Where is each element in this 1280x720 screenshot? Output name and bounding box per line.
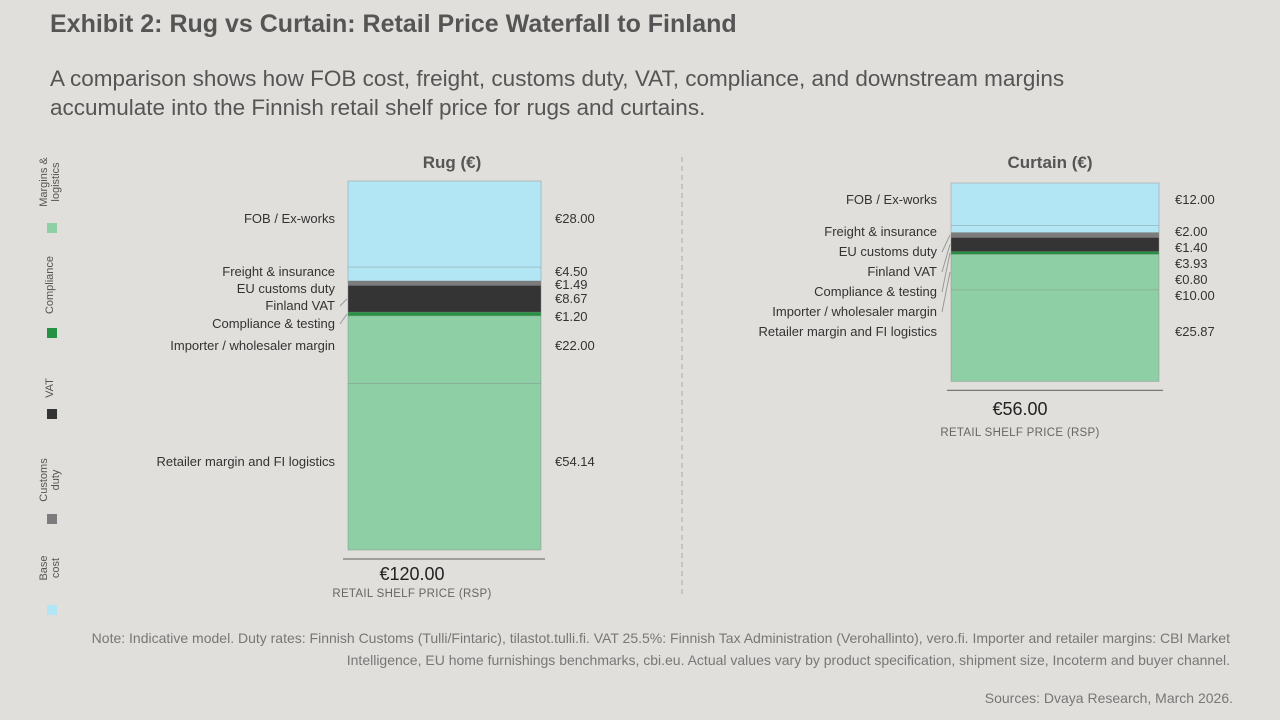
curtain-leader-finland-vat (941, 244, 951, 273)
source-note: Sources: Dvaya Research, March 2026. (984, 690, 1233, 706)
curtain-bar-retailer-margin-and-fi-logistics (951, 289, 1159, 382)
rug-label-importer-wholesaler-margin: Importer / wholesaler margin (170, 338, 335, 353)
rug-value-fob-ex-works: €28.00 (555, 211, 595, 226)
curtain-value-eu-customs-duty: €1.40 (1175, 240, 1208, 255)
chart-subtitle: A comparison shows how FOB cost, freight… (50, 66, 1065, 120)
curtain-leader-compliance-testing (941, 252, 951, 293)
rug-label-eu-customs-duty: EU customs duty (237, 281, 336, 296)
curtain-total-caption: RETAIL SHELF PRICE (RSP) (940, 427, 1099, 439)
curtain-bar-fob-ex-works (951, 183, 1159, 226)
legend-swatch-base-cost (47, 605, 57, 615)
rug-value-importer-wholesaler-margin: €22.00 (555, 338, 595, 353)
rug-value-retailer-margin-and-fi-logistics: €54.14 (555, 454, 595, 469)
curtain-value-importer-wholesaler-margin: €10.00 (1175, 288, 1215, 303)
legend-swatch-vat (47, 409, 57, 419)
rug-value-finland-vat: €8.67 (555, 291, 588, 306)
rug-bar-freight-insurance (348, 267, 541, 281)
rug-chart-title: Rug (€) (423, 153, 482, 172)
legend-label-margins-logistics: Margins &logistics (38, 157, 62, 207)
curtain-bar-compliance-testing (951, 251, 1159, 255)
rug-leader-finland-vat (339, 298, 348, 307)
rug-bar-retailer-margin-and-fi-logistics (348, 383, 541, 550)
curtain-bar-finland-vat (951, 237, 1159, 252)
rug-label-retailer-margin-and-fi-logistics: Retailer margin and FI logistics (157, 454, 336, 469)
curtain-chart-title: Curtain (€) (1008, 153, 1093, 172)
curtain-bar-freight-insurance (951, 225, 1159, 233)
rug-total-value: €120.00 (379, 564, 444, 584)
rug-label-freight-insurance: Freight & insurance (222, 264, 335, 279)
curtain-value-freight-insurance: €2.00 (1175, 224, 1208, 239)
rug-bar-eu-customs-duty (348, 280, 541, 286)
legend-swatch-margins-logistics (47, 223, 57, 233)
curtain-value-finland-vat: €3.93 (1175, 256, 1208, 271)
rug-bar-fob-ex-works (348, 181, 541, 268)
curtain-label-freight-insurance: Freight & insurance (824, 224, 937, 239)
legend-label-compliance: Compliance (44, 256, 56, 314)
rug-label-fob-ex-works: FOB / Ex-works (244, 211, 336, 226)
legend-label-customs-duty: Customsduty (38, 458, 62, 502)
legend-swatch-compliance (47, 328, 57, 338)
curtain-leader-eu-customs-duty (941, 234, 951, 253)
curtain-label-fob-ex-works: FOB / Ex-works (846, 192, 938, 207)
curtain-bar-eu-customs-duty (951, 232, 1159, 238)
rug-value-compliance-testing: €1.20 (555, 309, 588, 324)
waterfall-chart: Margins &logistics Compliance VAT Customsdu… (38, 153, 1215, 615)
curtain-leader-importer-wholesaler-margin (941, 271, 951, 313)
curtain-label-finland-vat: Finland VAT (867, 264, 937, 279)
curtain-label-importer-wholesaler-margin: Importer / wholesaler margin (772, 304, 937, 319)
curtain-label-compliance-testing: Compliance & testing (814, 284, 937, 299)
rug-bar-importer-wholesaler-margin (348, 315, 541, 384)
curtain-value-fob-ex-works: €12.00 (1175, 192, 1215, 207)
curtain-value-compliance-testing: €0.80 (1175, 272, 1208, 287)
curtain-value-retailer-margin-and-fi-logistics: €25.87 (1175, 324, 1215, 339)
rug-label-compliance-testing: Compliance & testing (212, 316, 335, 331)
rug-total-caption: RETAIL SHELF PRICE (RSP) (332, 588, 491, 600)
legend-label-base-cost: Basecost (38, 555, 62, 580)
curtain-bar-importer-wholesaler-margin (951, 254, 1159, 290)
footnote: Note: Indicative model. Duty rates: Finn… (91, 630, 1230, 668)
legend-swatch-customs-duty (47, 514, 57, 524)
rug-value-freight-insurance: €4.50 (555, 264, 588, 279)
rug-bar-finland-vat (348, 285, 541, 313)
rug-value-eu-customs-duty: €1.49 (555, 277, 588, 292)
rug-leader-compliance-testing (339, 313, 348, 325)
rug-label-finland-vat: Finland VAT (265, 298, 335, 313)
legend-label-vat: VAT (44, 378, 56, 398)
curtain-total-value: €56.00 (992, 399, 1047, 419)
curtain-label-retailer-margin-and-fi-logistics: Retailer margin and FI logistics (759, 324, 938, 339)
rug-bar-compliance-testing (348, 312, 541, 316)
curtain-label-eu-customs-duty: EU customs duty (839, 244, 938, 259)
curtain-bar-outline (950, 182, 1160, 382)
rug-bar-outline (347, 180, 542, 551)
chart-title: Exhibit 2: Rug vs Curtain: Retail Price … (50, 10, 737, 38)
